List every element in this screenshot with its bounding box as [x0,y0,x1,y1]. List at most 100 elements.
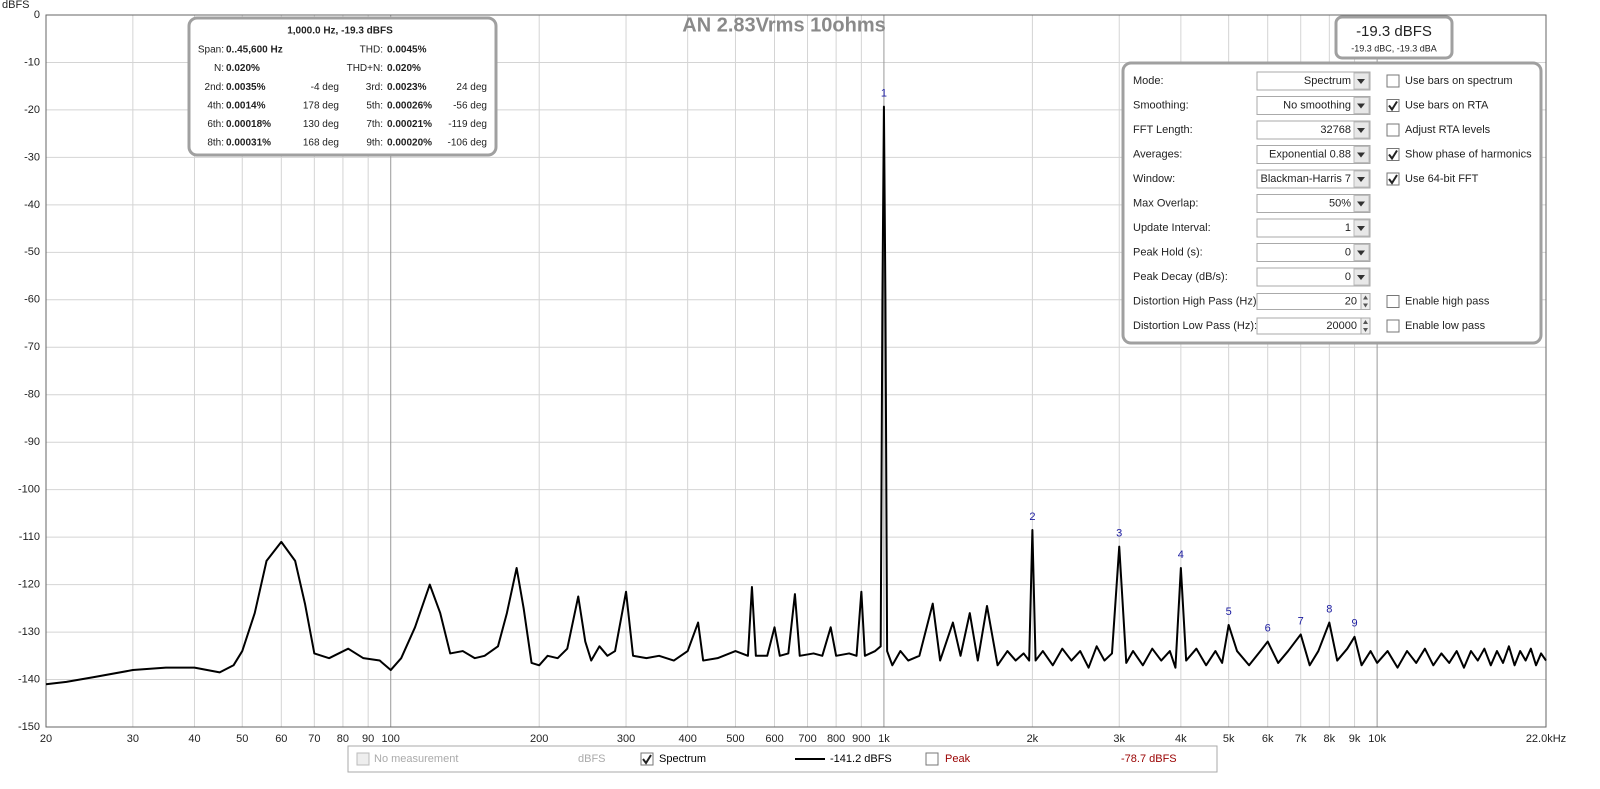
check-mark [1388,149,1398,161]
dropdown[interactable] [1256,218,1371,238]
y-tick-label: -90 [24,436,40,448]
control-label: Max Overlap: [1133,197,1198,209]
spin-value: 20000 [1326,320,1357,332]
dropdown-value: Spectrum [1304,75,1351,87]
stat-label: Span: [198,45,224,56]
stat-value: 0.0045% [387,45,427,56]
control-label: FFT Length: [1133,124,1193,136]
stat-value: 0.00031% [226,138,271,149]
dropdown[interactable] [1256,71,1371,91]
control-label: Peak Decay (dB/s): [1133,271,1228,283]
x-tick-label: 300 [617,733,635,745]
option-label: Use bars on spectrum [1405,75,1513,87]
stat-value: 0.020% [226,63,260,74]
option-checkbox[interactable] [1386,295,1400,308]
dropdown-value: 1 [1345,222,1351,234]
x-tick-label: 500 [726,733,744,745]
stat-label: 8th: [207,138,224,149]
chart-title: AN 2.83Vrms 10ohms [682,14,885,36]
y-tick-label: -80 [24,389,40,401]
control-label: Distortion Low Pass (Hz): [1133,320,1257,332]
stat-label: THD: [360,45,383,56]
option-label: Show phase of harmonics [1405,148,1532,160]
option-checkbox[interactable] [1386,123,1400,137]
dropdown-value: 50% [1329,197,1351,209]
stat-value: 0.00020% [387,138,432,149]
dropdown-arrow [1357,250,1365,256]
y-tick-label: -40 [24,199,40,211]
legend-reading: -78.7 dBFS [1121,753,1177,765]
x-tick-label: 9k [1349,733,1361,745]
stat-phase: -4 deg [311,82,339,93]
stat-label: 4th: [207,100,224,111]
x-tick-label: 700 [798,733,816,745]
spin-value: 20 [1345,295,1357,307]
spin-buttons[interactable] [1360,293,1371,310]
control-label: Smoothing: [1133,99,1189,111]
stat-phase: -119 deg [448,119,487,130]
dropdown-arrow [1357,201,1365,207]
y-tick-label: -110 [19,531,40,543]
dropdown[interactable] [1256,169,1371,189]
harmonic-label: 6 [1265,622,1271,634]
y-tick-label: 0 [34,9,40,21]
control-label: Update Interval: [1133,222,1211,234]
dropdown-arrow [1357,226,1365,231]
stat-label: THD+N: [347,63,383,74]
stats-panel [187,16,498,157]
dropdown[interactable] [1256,96,1371,115]
dropdown-value: 0 [1345,246,1351,258]
dropdown-arrow [1357,79,1365,84]
legend-checkbox[interactable] [925,752,939,766]
option-label: Enable high pass [1405,295,1490,307]
legend-label: Spectrum [659,753,706,765]
dropdown-value: Blackman-Harris 7 [1261,173,1351,185]
y-tick-label: -120 [18,579,40,591]
spin-buttons[interactable] [1360,317,1371,335]
spectrum-line [45,105,1547,686]
dropdown[interactable] [1256,267,1371,287]
dropdown-arrow [1357,275,1365,280]
stat-label: 5th: [366,100,383,111]
dropdown-value: 32768 [1320,124,1351,136]
x-tick-label: 3k [1113,733,1125,745]
x-tick-label: 30 [127,733,139,745]
x-tick-label: 4k [1175,733,1187,745]
y-tick-label: -10 [24,56,40,68]
stat-label: N: [214,63,224,74]
option-checkbox[interactable] [1386,74,1400,88]
harmonic-label: 7 [1298,615,1304,627]
harmonic-label: 9 [1351,618,1357,630]
legend-reading: dBFS [578,753,606,765]
x-tick-label: 22.0kHz [1526,733,1566,745]
control-label: Window: [1133,173,1175,185]
plot-border [45,14,1547,728]
option-label: Use 64-bit FFT [1405,173,1479,185]
control-label: Mode: [1133,75,1164,87]
stat-phase: 130 deg [303,119,339,130]
x-tick-label: 6k [1262,733,1274,745]
dropdown[interactable] [1256,145,1371,164]
option-label: Adjust RTA levels [1405,124,1491,136]
x-tick-label: 20 [40,733,52,745]
x-tick-label: 70 [308,733,320,745]
stat-value: 0.00018% [226,119,271,130]
harmonic-label: 1 [881,88,887,100]
dropdown[interactable] [1256,120,1371,140]
y-tick-label: -30 [24,151,40,163]
stats-title: 1,000.0 Hz, -19.3 dBFS [287,26,393,37]
legend-label: Peak [945,753,971,765]
dropdown[interactable] [1256,194,1371,213]
option-checkbox[interactable] [1386,319,1400,333]
stat-label: 2nd: [205,82,224,93]
check-mark [1388,174,1398,185]
stat-label: 7th: [366,119,383,130]
x-tick-label: 100 [382,733,400,745]
y-tick-label: -20 [24,104,40,116]
dropdown[interactable] [1256,243,1371,262]
stat-value: 0.0023% [387,82,427,93]
x-tick-label: 40 [188,733,200,745]
dropdown-value: No smoothing [1283,99,1351,111]
x-tick-label: 60 [275,733,287,745]
